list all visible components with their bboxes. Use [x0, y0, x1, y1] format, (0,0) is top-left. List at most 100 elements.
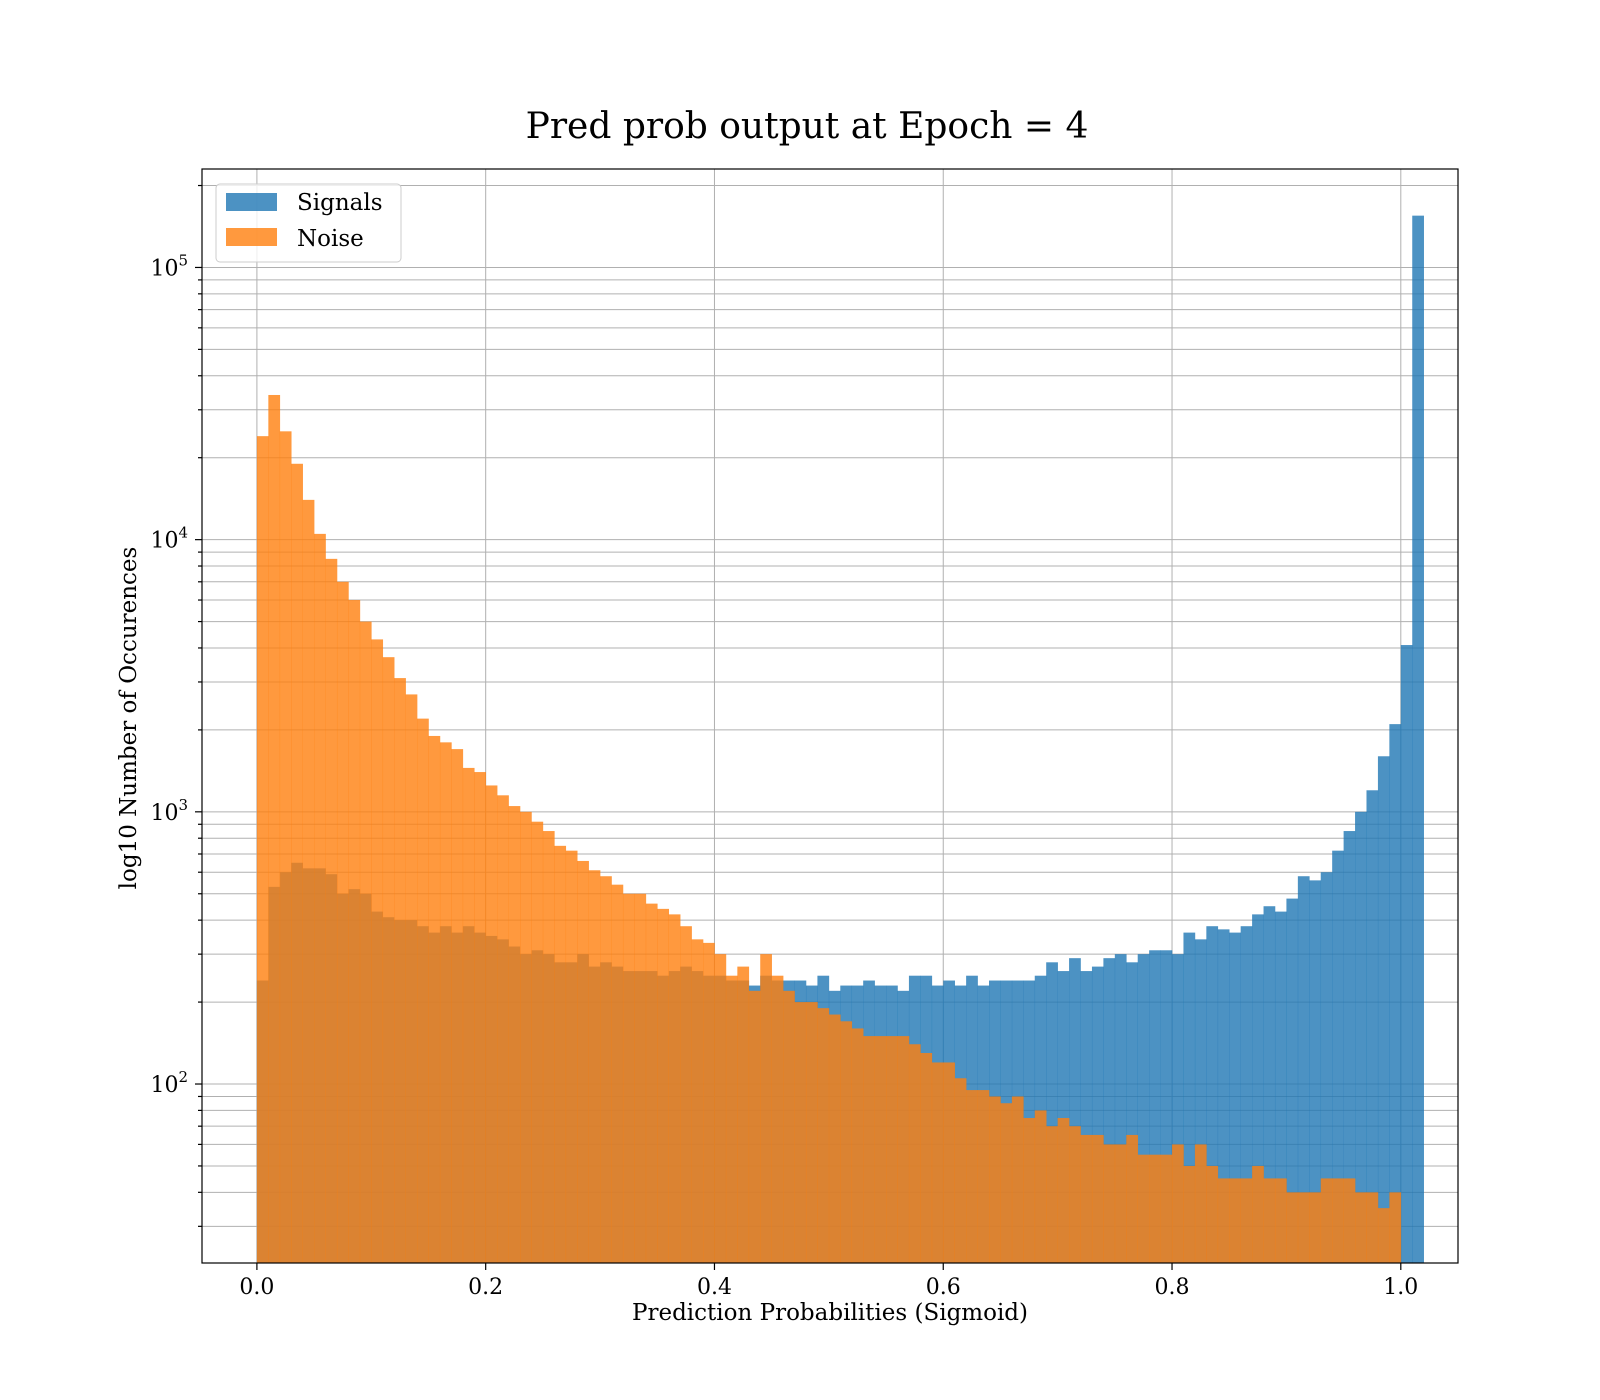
bar-noise: [954, 1078, 967, 1263]
bar-noise: [1206, 1165, 1219, 1263]
bar-signals: [1355, 811, 1367, 1263]
bar-noise: [1080, 1134, 1093, 1263]
bar-noise: [1355, 1192, 1367, 1263]
bar-noise: [1263, 1178, 1276, 1263]
bar-signals: [1114, 954, 1127, 1263]
bar-noise: [428, 735, 441, 1263]
chart-title: Pred prob output at Epoch = 4: [526, 106, 1089, 147]
bar-noise: [874, 1036, 887, 1263]
bar-noise: [760, 954, 772, 1263]
bar-signals: [1366, 790, 1379, 1263]
bar-noise: [1103, 1144, 1116, 1263]
bar-noise: [531, 821, 544, 1263]
bar-noise: [1091, 1134, 1104, 1263]
bar-noise: [371, 639, 384, 1263]
bar-signals: [1297, 876, 1310, 1263]
bar-noise: [805, 1002, 818, 1263]
bar-signals: [1126, 962, 1139, 1263]
bar-noise: [588, 870, 601, 1263]
bar-noise: [1366, 1192, 1379, 1263]
y-tick-base: 10: [150, 256, 178, 281]
bar-noise: [359, 621, 372, 1263]
bar-noise: [1343, 1178, 1356, 1263]
x-tick-label: 0.6: [926, 1275, 961, 1300]
bar-noise: [1011, 1096, 1024, 1263]
bar-noise: [1377, 1208, 1390, 1263]
bar-noise: [622, 893, 635, 1263]
bar-noise: [737, 966, 750, 1263]
x-tick-label: 1.0: [1383, 1275, 1418, 1300]
bar-signals: [1103, 958, 1116, 1263]
y-tick-label: 105: [150, 251, 188, 281]
bar-noise: [1183, 1165, 1196, 1263]
bar-noise: [1240, 1178, 1253, 1263]
y-tick-exponent: 3: [178, 796, 188, 814]
bar-noise: [714, 954, 727, 1263]
bar-noise: [405, 694, 418, 1263]
bar-noise: [291, 463, 303, 1263]
y-tick-base: 10: [150, 1073, 178, 1098]
bar-noise: [703, 942, 715, 1263]
bar-noise: [382, 657, 395, 1263]
bar-noise: [886, 1036, 898, 1263]
legend: Signals Noise: [215, 183, 402, 263]
bar-signals: [1252, 914, 1264, 1263]
bar-noise: [828, 1014, 841, 1263]
bar-noise: [1229, 1178, 1241, 1263]
bar-noise: [508, 806, 521, 1263]
bar-noise: [1172, 1144, 1184, 1263]
bar-signals: [1217, 929, 1230, 1263]
bar-noise: [908, 1044, 921, 1263]
bar-noise: [554, 845, 567, 1263]
bar-noise: [1389, 1192, 1402, 1263]
bar-noise: [279, 431, 292, 1263]
bar-noise: [1309, 1192, 1322, 1263]
bar-noise: [1252, 1165, 1264, 1263]
y-tick-label: 102: [150, 1068, 188, 1098]
histogram-bars: [256, 215, 1424, 1264]
bar-noise: [256, 436, 269, 1264]
bar-noise: [1297, 1192, 1310, 1263]
bar-noise: [1149, 1154, 1161, 1263]
bar-noise: [1274, 1178, 1287, 1263]
x-tick-label: 0.8: [1155, 1275, 1190, 1300]
bar-noise: [977, 1090, 990, 1263]
bar-noise: [1137, 1154, 1150, 1263]
y-tick-exponent: 4: [178, 524, 188, 542]
bar-noise: [1069, 1126, 1081, 1263]
bar-signals: [1343, 831, 1356, 1263]
bar-noise: [1034, 1110, 1047, 1263]
bar-noise: [336, 581, 349, 1263]
bar-noise: [565, 850, 578, 1263]
bar-noise: [1057, 1118, 1070, 1263]
bar-noise: [474, 772, 486, 1263]
bar-signals: [1389, 724, 1402, 1263]
x-tick-label: 0.4: [697, 1275, 732, 1300]
bar-noise: [600, 876, 612, 1263]
bar-noise: [417, 718, 429, 1263]
bar-noise: [1126, 1134, 1139, 1263]
bar-noise: [989, 1096, 1001, 1263]
y-tick-label: 103: [150, 796, 188, 826]
bar-noise: [497, 795, 509, 1263]
bar-noise: [1286, 1192, 1299, 1263]
legend-swatch-noise: [226, 228, 277, 246]
bar-noise: [657, 908, 670, 1263]
bar-noise: [783, 990, 795, 1263]
y-axis-label: log10 Number of Occurences: [116, 547, 142, 890]
bar-signals: [1309, 880, 1322, 1263]
bar-signals: [1069, 958, 1081, 1263]
bar-noise: [1046, 1126, 1058, 1263]
bar-noise: [771, 975, 784, 1263]
bar-noise: [485, 785, 498, 1263]
series-noise-bars: [256, 394, 1402, 1264]
bar-noise: [680, 926, 692, 1263]
bar-signals: [1080, 971, 1093, 1263]
bar-noise: [725, 975, 738, 1263]
bar-noise: [314, 533, 326, 1263]
legend-label-noise: Noise: [297, 226, 364, 252]
bar-noise: [817, 1008, 830, 1263]
bar-signals: [1137, 954, 1150, 1263]
bar-signals: [1229, 932, 1241, 1263]
